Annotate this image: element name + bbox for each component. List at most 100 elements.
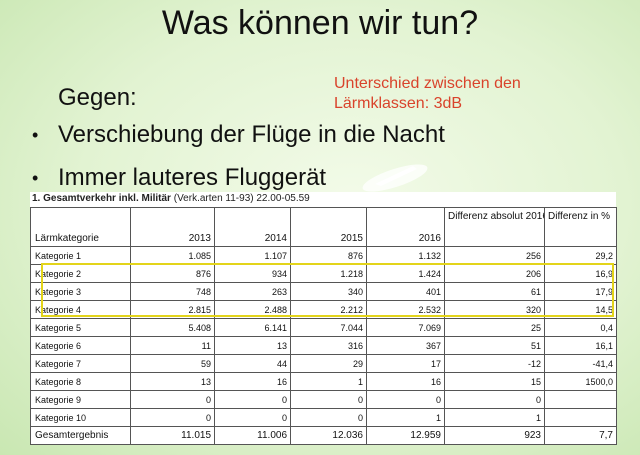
cell-2013: 11 [130,336,215,355]
cell-2013: 0 [130,390,215,409]
cell-category: Kategorie 7 [30,354,131,373]
cell-diff-abs: 0 [444,390,545,409]
header-2013: 2013 [130,207,215,247]
cell-diff-abs: 320 [444,300,545,319]
header-category: Lärmkategorie [30,207,131,247]
cell-diff-abs: 923 [444,426,545,445]
cell-diff-abs: 1 [444,408,545,427]
table-row: Kategorie 1 1.085 1.107 876 1.132 256 29,2 [30,246,617,265]
cell-2014: 0 [214,408,291,427]
cell-2016: 401 [366,282,445,301]
cell-2016: 367 [366,336,445,355]
slide-title: Was können wir tun? [161,4,479,42]
cell-2015: 876 [290,246,367,265]
cell-diff-pct: -41,4 [544,354,617,373]
cell-diff-abs: 25 [444,318,545,337]
table-header-row: Lärmkategorie 2013 2014 2015 2016 Differ… [30,207,617,247]
table-caption: 1. Gesamtverkehr inkl. Militär (Verk.art… [32,193,310,204]
table-row: Kategorie 5 5.408 6.141 7.044 7.069 25 0,4 [30,318,617,337]
cell-diff-abs: 61 [444,282,545,301]
bullet-text-2: Immer lauteres Fluggerät [58,164,327,191]
cell-2016: 1.424 [366,264,445,283]
cell-category: Kategorie 10 [30,408,131,427]
cell-2013: 2.815 [130,300,215,319]
table-total-row: Gesamtergebnis 11.015 11.006 12.036 12.959 92… [30,426,617,445]
table-row: Kategorie 10 0 0 0 1 1 [30,408,617,427]
bullet-item-1: • Verschiebung der Flüge in die Nacht [32,121,445,149]
cell-diff-pct: 17,9 [544,282,617,301]
cell-2015: 7.044 [290,318,367,337]
cell-2014: 16 [214,372,291,391]
cell-2015: 0 [290,408,367,427]
table-row: Kategorie 3 748 263 340 401 61 17,9 [30,282,617,301]
cell-diff-pct: 1500,0 [544,372,617,391]
cell-diff-pct: 29,2 [544,246,617,265]
table-caption-rest: (Verk.arten 11-93) 22.00-05.59 [173,193,310,204]
red-note: Unterschied zwischen den Lärmklassen: 3d… [334,75,521,112]
cell-2016: 7.069 [366,318,445,337]
cell-2014: 263 [214,282,291,301]
cell-2014: 2.488 [214,300,291,319]
header-diff-pct: Differenz in % [544,207,617,247]
cell-2016: 0 [366,390,445,409]
cell-2014: 934 [214,264,291,283]
cell-diff-abs: 256 [444,246,545,265]
cell-2016: 16 [366,372,445,391]
cell-diff-pct [544,390,617,409]
cell-diff-pct: 7,7 [544,426,617,445]
cell-category: Kategorie 9 [30,390,131,409]
cell-2015: 340 [290,282,367,301]
cell-2015: 29 [290,354,367,373]
cell-2015: 1 [290,372,367,391]
cell-2013: 11.015 [130,426,215,445]
cell-2014: 44 [214,354,291,373]
table-caption-bold: 1. Gesamtverkehr inkl. Militär [32,193,171,204]
cell-2013: 1.085 [130,246,215,265]
header-2016: 2016 [366,207,445,247]
airplane-icon [362,164,428,192]
cell-diff-abs: 15 [444,372,545,391]
header-diff-abs: Differenz absolut 2016 zu 2015 [444,207,545,247]
cell-2016: 1.132 [366,246,445,265]
cell-category: Kategorie 3 [30,282,131,301]
cell-diff-abs: 51 [444,336,545,355]
cell-category: Gesamtergebnis [30,426,131,445]
cell-diff-pct: 14,5 [544,300,617,319]
cell-diff-pct [544,408,617,427]
cell-2014: 11.006 [214,426,291,445]
cell-2016: 17 [366,354,445,373]
table-row: Kategorie 6 11 13 316 367 51 16,1 [30,336,617,355]
header-2014: 2014 [214,207,291,247]
header-2015: 2015 [290,207,367,247]
cell-2016: 1 [366,408,445,427]
cell-category: Kategorie 4 [30,300,131,319]
cell-2013: 5.408 [130,318,215,337]
cell-diff-pct: 0,4 [544,318,617,337]
cell-2013: 59 [130,354,215,373]
table-row: Kategorie 2 876 934 1.218 1.424 206 16,9 [30,264,617,283]
bullet-item-2: • Immer lauteres Fluggerät [32,164,326,192]
bullet-dot-icon: • [32,125,39,146]
cell-category: Kategorie 2 [30,264,131,283]
cell-2015: 12.036 [290,426,367,445]
noise-statistics-table: 1. Gesamtverkehr inkl. Militär (Verk.art… [30,192,617,445]
cell-diff-pct: 16,9 [544,264,617,283]
table-row: Kategorie 7 59 44 29 17 -12 -41,4 [30,354,617,373]
cell-2014: 6.141 [214,318,291,337]
table-row: Kategorie 4 2.815 2.488 2.212 2.532 320 14,5 [30,300,617,319]
cell-2015: 1.218 [290,264,367,283]
cell-2013: 0 [130,408,215,427]
bullet-dot-icon: • [32,168,39,189]
cell-2013: 13 [130,372,215,391]
cell-diff-abs: 206 [444,264,545,283]
cell-category: Kategorie 5 [30,318,131,337]
bullet-text-1: Verschiebung der Flüge in die Nacht [58,121,445,148]
cell-2014: 0 [214,390,291,409]
cell-category: Kategorie 6 [30,336,131,355]
cell-2016: 2.532 [366,300,445,319]
cell-2013: 876 [130,264,215,283]
cell-diff-abs: -12 [444,354,545,373]
data-grid: Lärmkategorie 2013 2014 2015 2016 Differ… [30,207,617,445]
cell-2015: 316 [290,336,367,355]
